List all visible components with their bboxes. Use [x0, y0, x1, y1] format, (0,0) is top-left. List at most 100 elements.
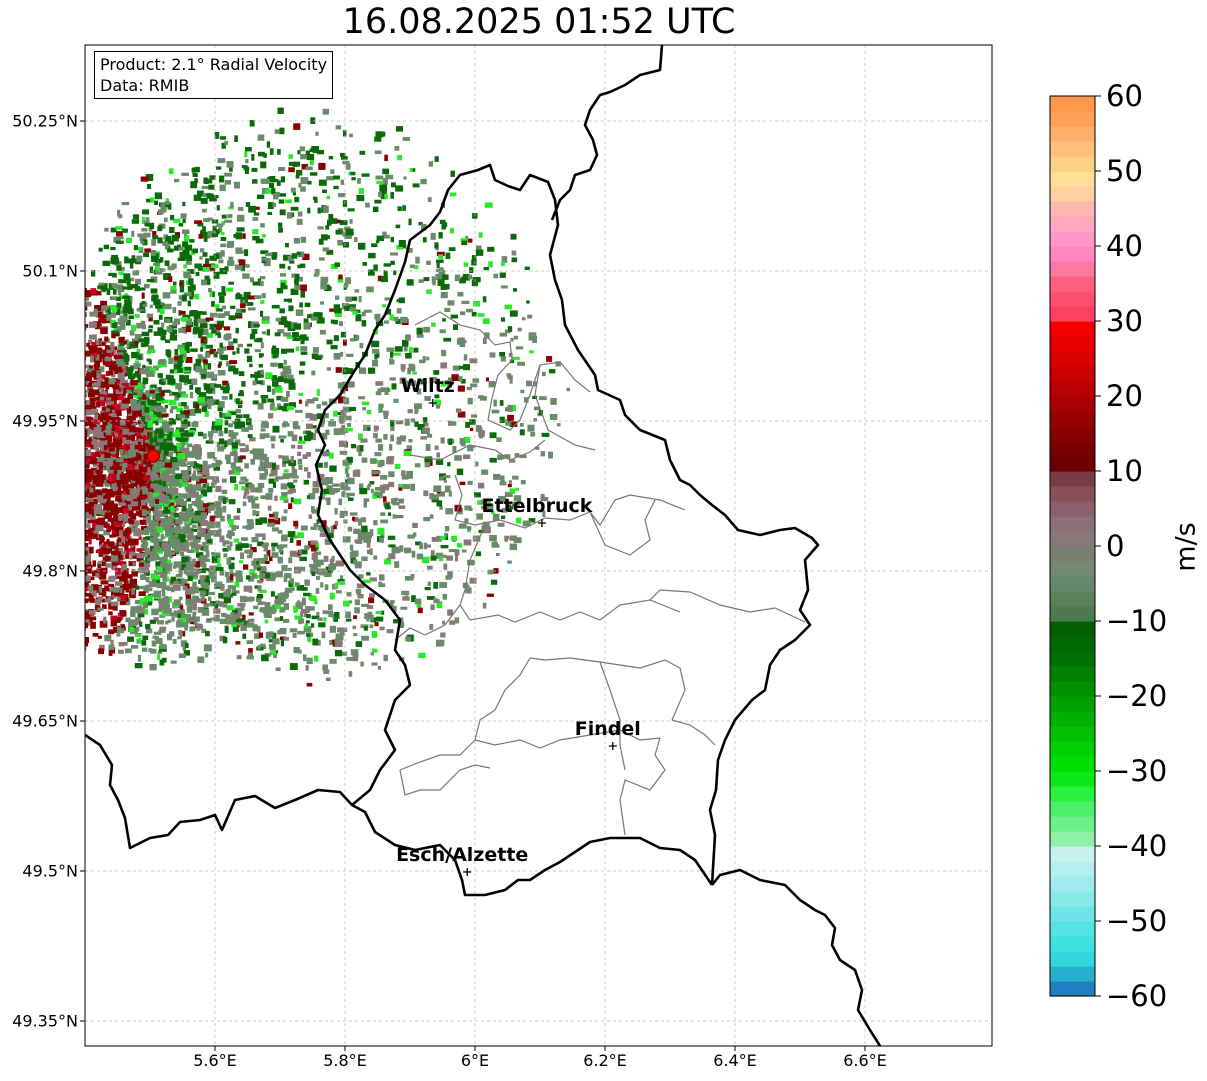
- radar-echo-pixel: [60, 393, 67, 397]
- radar-echo-pixel: [12, 361, 19, 367]
- radar-echo-pixel: [260, 495, 267, 499]
- radar-echo-pixel: [220, 584, 225, 591]
- radar-echo-pixel: [30, 508, 35, 515]
- radar-echo-pixel: [66, 461, 71, 465]
- radar-echo-pixel: [27, 476, 32, 479]
- radar-echo-pixel: [358, 483, 364, 490]
- radar-echo-pixel: [124, 548, 132, 552]
- radar-echo-pixel: [326, 367, 331, 371]
- radar-echo-pixel: [69, 554, 73, 558]
- radar-echo-pixel: [3, 363, 11, 368]
- radar-echo-pixel: [210, 264, 219, 269]
- radar-echo-pixel: [114, 378, 121, 382]
- radar-echo-pixel: [136, 548, 143, 552]
- radar-echo-pixel: [47, 505, 53, 508]
- radar-echo-pixel: [242, 233, 246, 239]
- radar-echo-pixel: [514, 453, 520, 458]
- radar-echo-pixel: [152, 550, 159, 557]
- radar-echo-pixel: [168, 536, 174, 541]
- radar-echo-pixel: [362, 407, 366, 411]
- radar-echo-pixel: [65, 521, 73, 525]
- radar-echo-pixel: [35, 358, 41, 363]
- radar-echo-pixel: [178, 630, 183, 635]
- radar-echo-pixel: [431, 497, 439, 503]
- radar-echo-pixel: [271, 304, 280, 309]
- radar-echo-pixel: [513, 495, 522, 501]
- radar-echo-pixel: [78, 374, 83, 379]
- radar-echo-pixel: [261, 234, 266, 238]
- radar-echo-pixel: [309, 148, 314, 152]
- radar-echo-pixel: [78, 438, 85, 444]
- radar-echo-pixel: [240, 552, 245, 559]
- radar-echo-pixel: [1, 524, 7, 527]
- radar-echo-pixel: [137, 287, 146, 291]
- radar-echo-pixel: [214, 132, 220, 139]
- radar-echo-pixel: [63, 487, 70, 494]
- radar-echo-pixel: [244, 249, 249, 257]
- radar-echo-pixel: [192, 539, 198, 547]
- radar-echo-pixel: [269, 513, 276, 518]
- radar-echo-pixel: [40, 547, 44, 552]
- radar-echo-pixel: [85, 619, 91, 626]
- radar-echo-pixel: [10, 433, 15, 437]
- radar-echo-pixel: [374, 622, 379, 627]
- radar-echo-pixel: [56, 484, 61, 490]
- radar-echo-pixel: [388, 471, 395, 478]
- radar-echo-pixel: [78, 474, 84, 477]
- radar-echo-pixel: [85, 326, 87, 331]
- radar-echo-pixel: [300, 236, 307, 243]
- radar-echo-pixel: [209, 323, 216, 330]
- radar-echo-pixel: [230, 201, 234, 208]
- radar-echo-pixel: [65, 340, 72, 343]
- radar-echo-pixel: [219, 412, 228, 419]
- radar-echo-pixel: [345, 618, 352, 622]
- radar-echo-pixel: [317, 226, 324, 230]
- radar-echo-pixel: [259, 453, 268, 461]
- radar-echo-pixel: [222, 548, 229, 552]
- radar-echo-pixel: [338, 498, 343, 506]
- radar-echo-pixel: [217, 158, 226, 164]
- radar-echo-pixel: [322, 610, 328, 615]
- radar-echo-pixel: [61, 365, 67, 368]
- radar-echo-pixel: [19, 371, 25, 375]
- radar-echo-pixel: [136, 322, 143, 329]
- radar-echo-pixel: [298, 617, 302, 625]
- radar-echo-pixel: [391, 383, 397, 390]
- radar-echo-pixel: [425, 456, 433, 462]
- radar-echo-pixel: [279, 128, 285, 134]
- radar-echo-pixel: [6, 469, 11, 475]
- radar-echo-pixel: [25, 386, 29, 391]
- radar-echo-pixel: [376, 180, 384, 184]
- radar-echo-pixel: [62, 443, 68, 447]
- radar-echo-pixel: [18, 387, 24, 393]
- radar-echo-pixel: [42, 383, 49, 389]
- radar-echo-pixel: [50, 430, 54, 434]
- radar-echo-pixel: [481, 499, 486, 505]
- radar-echo-pixel: [345, 277, 351, 285]
- radar-echo-pixel: [197, 570, 201, 574]
- radar-echo-pixel: [85, 461, 90, 469]
- radar-echo-pixel: [210, 617, 214, 621]
- radar-echo-pixel: [8, 328, 16, 332]
- radar-echo-pixel: [283, 575, 288, 582]
- radar-echo-pixel: [87, 392, 95, 398]
- radar-echo-pixel: [165, 374, 172, 380]
- radar-echo-pixel: [186, 614, 192, 620]
- radar-echo-pixel: [138, 585, 147, 590]
- radar-echo-pixel: [287, 374, 294, 380]
- radar-echo-pixel: [199, 368, 207, 375]
- radar-echo-pixel: [146, 410, 154, 417]
- radar-echo-pixel: [185, 357, 193, 363]
- radar-echo-pixel: [108, 644, 115, 650]
- radar-echo-pixel: [143, 560, 150, 566]
- radar-echo-pixel: [256, 380, 263, 385]
- radar-echo-pixel: [108, 629, 115, 635]
- radar-echo-pixel: [267, 505, 272, 511]
- radar-echo-pixel: [476, 513, 483, 520]
- radar-echo-pixel: [129, 262, 134, 269]
- radar-echo-pixel: [228, 430, 234, 437]
- radar-echo-pixel: [235, 544, 243, 551]
- radar-echo-pixel: [286, 335, 294, 339]
- radar-echo-pixel: [444, 532, 448, 537]
- radar-echo-pixel: [61, 512, 68, 518]
